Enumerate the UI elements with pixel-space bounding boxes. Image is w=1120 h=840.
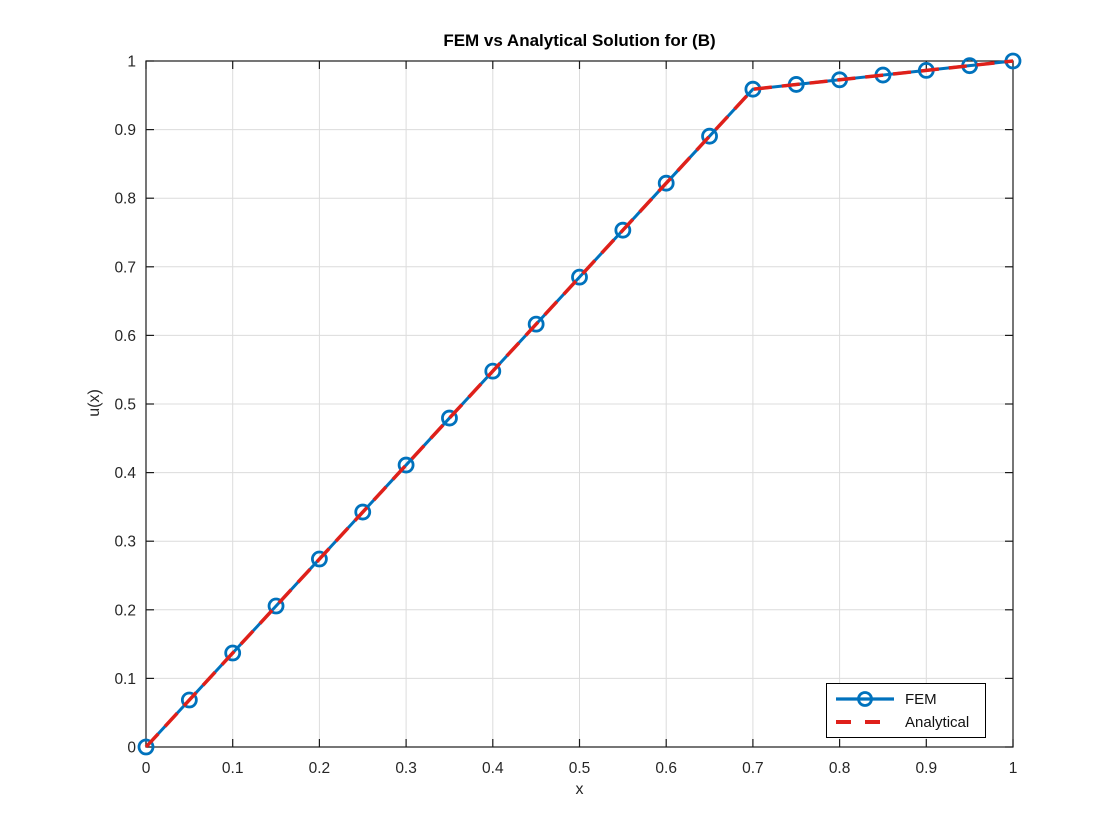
fem-marker	[571, 268, 588, 286]
fem-marker	[701, 127, 718, 145]
legend-label-fem: FEM	[905, 690, 937, 708]
chart-title: FEM vs Analytical Solution for (B)	[443, 31, 716, 50]
y-tick-label: 0	[127, 740, 136, 757]
analytical-line	[144, 59, 1014, 749]
y-tick-label: 1	[127, 54, 136, 71]
x-axis-label: x	[575, 781, 584, 798]
fem-marker	[614, 221, 632, 239]
fem-marker	[354, 503, 372, 521]
fem-marker	[180, 691, 198, 709]
x-tick-label: 0.3	[395, 760, 417, 777]
y-tick-label: 0.8	[114, 191, 136, 208]
fem-marker	[224, 644, 242, 662]
legend-label-analytical: Analytical	[905, 713, 970, 731]
y-tick-label: 0.1	[114, 671, 136, 688]
legend-fem-marker	[857, 691, 873, 707]
fem-marker	[310, 550, 328, 568]
x-tick-label: 0.7	[742, 760, 764, 777]
x-tick-label: 1	[1009, 760, 1018, 777]
x-tick-label: 0.4	[482, 760, 504, 777]
legend[interactable]: FEM Analytical	[826, 683, 986, 738]
y-tick-label: 0.3	[114, 534, 136, 551]
x-tick-label: 0.1	[222, 760, 244, 777]
y-tick-label: 0.7	[114, 259, 136, 276]
analytical-line-swatch	[836, 720, 894, 724]
y-tick-label: 0.4	[114, 465, 136, 482]
x-tick-label: 0	[142, 760, 151, 777]
y-axis-label: u(x)	[86, 389, 103, 417]
x-tick-label: 0.5	[569, 760, 591, 777]
fem-marker	[267, 597, 285, 615]
fem-marker	[441, 409, 458, 427]
fem-marker	[484, 362, 502, 380]
legend-item-analytical[interactable]: Analytical	[834, 712, 985, 732]
x-tick-label: 0.2	[309, 760, 331, 777]
y-tick-label: 0.6	[114, 328, 136, 345]
fem-marker	[527, 315, 545, 333]
x-tick-label: 0.8	[829, 760, 851, 777]
y-tick-label: 0.2	[114, 602, 136, 619]
x-tick-label: 0.6	[655, 760, 677, 777]
x-tick-label: 0.9	[916, 760, 938, 777]
fem-marker	[397, 456, 415, 474]
fem-marker	[137, 738, 155, 756]
fem-line-swatch	[836, 691, 894, 707]
y-tick-label: 0.9	[114, 122, 136, 139]
y-tick-label: 0.5	[114, 397, 136, 414]
legend-item-fem[interactable]: FEM	[834, 689, 985, 709]
fem-marker	[657, 174, 675, 192]
